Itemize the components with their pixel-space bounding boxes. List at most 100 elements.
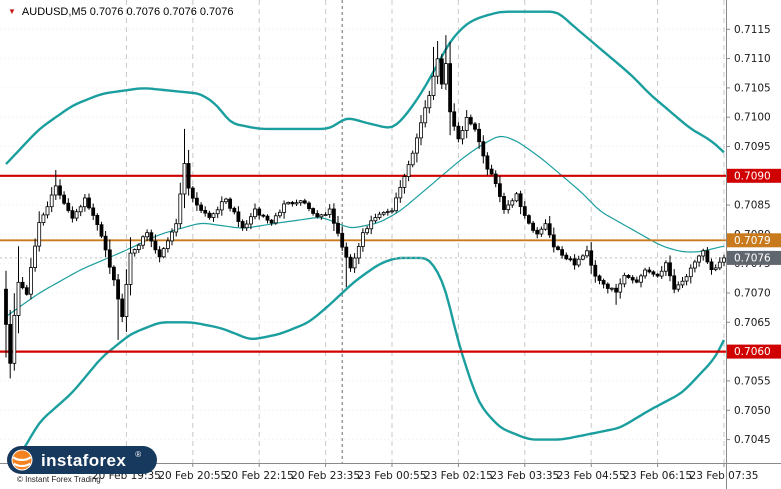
x-axis-label: 23 Feb 00:55 — [358, 470, 427, 482]
candle-body — [614, 287, 618, 293]
candle-body — [28, 267, 33, 295]
bollinger-upper-band — [5, 10, 725, 165]
candle-body — [597, 275, 602, 281]
candle-body — [194, 197, 199, 206]
candle-body — [145, 232, 150, 238]
y-axis-label: 0.7085 — [734, 200, 771, 212]
candle-body — [170, 231, 174, 242]
price-level-badge-label: 0.7090 — [734, 170, 771, 182]
candle-body — [99, 224, 104, 237]
candle-body — [153, 240, 158, 251]
candle-body — [443, 63, 448, 85]
candle-body — [327, 208, 332, 215]
candle-body — [319, 214, 324, 218]
bollinger-lower-band — [9, 256, 726, 463]
candle-body — [302, 200, 307, 204]
instaforex-watermark: instaforex ® © Instant Forex Trading — [7, 446, 158, 484]
symbol-marker-icon: ▼ — [8, 7, 16, 16]
candle-body — [518, 193, 523, 208]
candle-body — [315, 213, 320, 218]
candle-body — [253, 208, 257, 218]
y-axis-label: 0.7105 — [734, 82, 771, 94]
candle-body — [62, 194, 66, 204]
candle-body — [394, 197, 399, 212]
candle-body — [182, 163, 187, 195]
candle-body — [41, 214, 46, 223]
candle-body — [282, 203, 287, 213]
candle-body — [58, 185, 62, 196]
y-axis-label: 0.7050 — [734, 405, 771, 417]
candle-body — [398, 186, 403, 199]
x-axis-label: 23 Feb 04:55 — [557, 470, 626, 482]
candle-body — [431, 75, 436, 96]
x-axis-label: 20 Feb 23:35 — [291, 470, 360, 482]
candle-body — [24, 287, 29, 295]
candle-body — [240, 221, 245, 229]
candle-body — [585, 250, 589, 257]
price-level-badge-label: 0.7060 — [734, 346, 771, 358]
price-level-badge — [727, 233, 781, 248]
candle-body — [186, 163, 191, 189]
candle-body — [589, 250, 594, 266]
candle-body — [435, 58, 440, 77]
candle-body — [352, 257, 357, 269]
candle-body — [639, 275, 643, 283]
candle-body — [493, 173, 498, 185]
candle-body — [522, 206, 527, 216]
candle-body — [709, 261, 714, 270]
candle-body — [141, 236, 145, 246]
candle-body — [232, 207, 237, 213]
candle-body — [128, 252, 133, 285]
candle-body — [581, 255, 585, 260]
candle-body — [178, 193, 183, 225]
bollinger-middle-band — [5, 135, 725, 317]
candle-body — [311, 208, 316, 214]
candle-body — [95, 214, 100, 225]
candle-body — [215, 209, 220, 215]
x-axis-label: 23 Feb 03:35 — [490, 470, 559, 482]
x-axis-label: 23 Feb 02:15 — [424, 470, 493, 482]
candle-body — [116, 279, 120, 300]
candle-body — [510, 200, 515, 206]
candle-body — [132, 249, 137, 254]
candle-body — [664, 262, 668, 272]
candle-body — [365, 228, 370, 234]
candle-body — [705, 250, 710, 263]
candle-body — [568, 258, 573, 261]
candle-body — [236, 211, 241, 222]
candle-body — [277, 211, 282, 217]
y-axis-label: 0.7110 — [734, 53, 771, 65]
instaforex-badge: instaforex ® — [7, 446, 158, 474]
candle-body — [385, 211, 390, 213]
candle-body — [464, 117, 469, 131]
candle-body — [161, 248, 166, 258]
candle-body — [298, 200, 303, 204]
candle-body — [124, 284, 129, 317]
candle-body — [211, 213, 216, 218]
candle-body — [307, 202, 311, 210]
candle-body — [136, 244, 141, 250]
candle-body — [149, 232, 154, 242]
candle-body — [535, 229, 540, 235]
candle-body — [622, 274, 627, 285]
candle-body — [572, 258, 577, 266]
candle-body — [219, 201, 224, 211]
symbol-ohlc-title: AUDUSD,M5 0.7076 0.7076 0.7076 0.7076 — [21, 6, 234, 18]
candle-body — [336, 222, 340, 234]
price-level-badge-label: 0.7079 — [734, 235, 771, 247]
price-level-badge — [727, 344, 781, 359]
candle-body — [165, 240, 170, 249]
candle-body — [190, 187, 195, 199]
candle-body — [244, 223, 249, 229]
candle-body — [489, 168, 494, 175]
candle-body — [265, 215, 270, 221]
candle-body — [477, 128, 482, 143]
candle-body — [543, 223, 548, 230]
candle-body — [497, 183, 502, 197]
candle-body — [203, 209, 208, 214]
candle-body — [485, 155, 490, 170]
candle-body — [381, 211, 386, 215]
